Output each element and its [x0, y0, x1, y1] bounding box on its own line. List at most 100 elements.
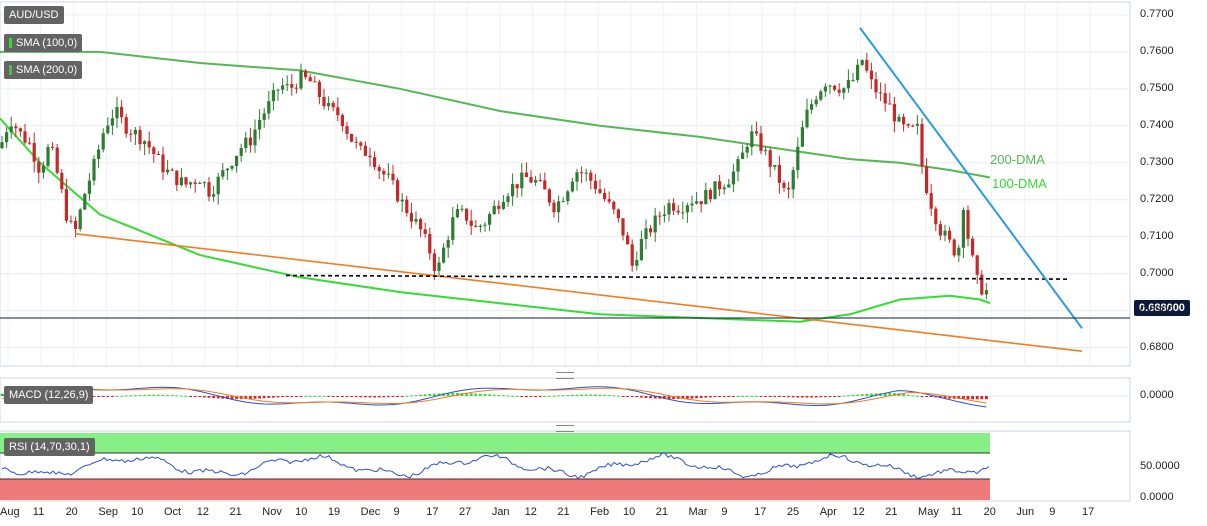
candle-body [952, 239, 956, 256]
sma100-path [0, 117, 991, 323]
macd-histogram-bar [980, 396, 984, 400]
candle-body [598, 189, 602, 193]
panel-resize-handle-rsi[interactable] [556, 425, 574, 432]
candle-body [943, 230, 947, 236]
candle-body [511, 184, 515, 197]
x-axis-tick-label: 21 [557, 506, 570, 518]
sma100-badge[interactable]: SMA (100,0) [4, 34, 83, 52]
candle-body [925, 166, 929, 194]
candle-body [892, 104, 896, 122]
candle-body [639, 239, 643, 261]
candle-body [695, 201, 699, 204]
candle-body [810, 104, 814, 110]
macd-histogram-bar [750, 395, 754, 397]
macd-histogram-bar [787, 396, 790, 398]
candle-body [616, 209, 620, 219]
macd-histogram-bar [764, 396, 767, 397]
candle-body [9, 126, 13, 133]
macd-histogram-bar [97, 396, 100, 397]
candle-body [800, 127, 804, 147]
candle-body [860, 60, 864, 65]
x-axis-tick-label: 10 [295, 506, 308, 518]
macd-histogram-bar [111, 396, 114, 397]
macd-histogram-bar [267, 396, 271, 398]
candle-body [442, 247, 446, 263]
macd-histogram-bar [686, 396, 689, 399]
candle-body [304, 70, 308, 78]
macd-histogram-bar [235, 396, 238, 400]
macd-histogram-bar [534, 396, 537, 397]
macd-histogram-bar [713, 396, 717, 398]
macd-histogram-bar [373, 396, 376, 398]
macd-histogram-bar [180, 395, 183, 397]
candle-body [327, 102, 331, 107]
macd-histogram-bar [502, 395, 505, 397]
x-axis-tick-label: 10 [131, 506, 144, 518]
candle-body [750, 131, 754, 147]
macd-histogram-bar [483, 394, 487, 396]
macd-histogram-bar [580, 394, 583, 396]
macd-histogram-bar [865, 393, 869, 396]
macd-histogram-bar [902, 393, 905, 396]
macd-histogram-bar [230, 396, 234, 399]
candle-body [869, 70, 873, 80]
candle-body [290, 84, 294, 88]
macd-histogram-bar [768, 396, 772, 397]
macd-histogram-bar [920, 396, 924, 397]
macd-histogram-bar [0, 393, 4, 396]
candle-body [980, 274, 984, 295]
candle-body [396, 180, 400, 202]
macd-histogram-bar [423, 394, 427, 396]
macd-histogram-bar [626, 396, 629, 397]
rsi-badge[interactable]: RSI (14,70,30,1) [4, 438, 95, 456]
candle-body [915, 123, 919, 126]
macd-histogram-bar [207, 396, 211, 398]
macd-histogram-bar [497, 394, 501, 396]
candle-body [846, 80, 850, 89]
macd-histogram-bar [948, 396, 951, 399]
macd-histogram-bar [755, 395, 758, 397]
macd-histogram-bar [249, 396, 252, 399]
macd-histogram-bar [203, 396, 206, 398]
macd-histogram-bar [212, 396, 215, 399]
macd-histogram-bar [833, 396, 836, 397]
candle-body [902, 116, 906, 125]
candle-body [308, 77, 312, 82]
macd-histogram-bar [906, 394, 910, 396]
macd-histogram-bar [810, 396, 813, 398]
rsi-overbought-zone [0, 433, 990, 453]
candle-body [455, 209, 459, 218]
macd-histogram-bar [143, 394, 146, 396]
y-axis-tick-label: 0.6900 [1140, 303, 1174, 316]
sma100-label: SMA (100,0) [16, 37, 78, 49]
candle-body [782, 182, 786, 188]
macd-histogram-bar [791, 396, 795, 398]
macd-histogram-bar [856, 394, 859, 396]
candle-body [603, 192, 607, 200]
symbol-badge[interactable]: AUD/USD [4, 6, 64, 24]
macd-histogram-bar [630, 396, 634, 397]
y-axis-tick-label: 0.7700 [1140, 7, 1174, 20]
candle-body [377, 167, 381, 171]
macd-histogram-bar [299, 396, 303, 397]
candle-body [363, 145, 367, 156]
candle-body [281, 85, 285, 90]
candle-body [547, 189, 551, 203]
candle-body [681, 212, 685, 214]
x-axis-tick-label: 11 [950, 506, 963, 518]
macd-histogram-bar [566, 395, 570, 397]
candle-body [708, 189, 712, 200]
macd-histogram-bar [644, 396, 648, 398]
panel-resize-handle-macd[interactable] [556, 372, 574, 379]
macd-badge[interactable]: MACD (12,26,9) [4, 386, 94, 404]
candle-body [345, 126, 349, 134]
sma200-badge[interactable]: SMA (200,0) [4, 61, 83, 79]
candle-body [672, 203, 676, 211]
x-axis-tick-label: 19 [327, 506, 341, 518]
x-axis-tick-label: 9 [1049, 506, 1056, 518]
candle-body [207, 182, 211, 197]
candle-body [423, 229, 427, 234]
y-axis-tick-label: 0.7100 [1140, 229, 1174, 242]
candle-body [975, 255, 979, 275]
